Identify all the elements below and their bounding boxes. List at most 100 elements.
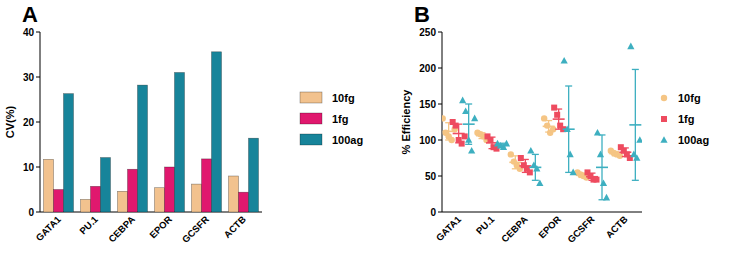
legend-swatch [300,113,322,124]
error-bar [619,148,631,157]
x-tick-label: GCSFR [565,214,596,245]
error-bar [529,154,541,180]
bar [248,138,258,212]
error-bar [543,121,555,133]
error-cap [522,172,529,173]
error-bar [453,124,465,143]
y-tick-label: 200 [419,63,436,74]
x-tick-label: PU.1 [77,213,100,236]
error-bar [586,173,598,180]
plot-area [442,43,642,201]
legend-label: 1fg [678,113,695,125]
point [459,97,466,104]
error-cap [612,151,619,152]
x-tick-label: ACTB [221,214,248,241]
mean-line [453,133,465,135]
point [468,147,475,154]
y-tick [36,122,40,123]
y-tick-label: 250 [419,27,436,38]
x-tick-label: GATA1 [33,213,63,243]
panel-title: A [22,2,38,27]
y-tick [438,32,442,33]
error-bar [629,69,641,180]
error-cap [612,155,619,156]
bar [100,158,110,212]
y-tick [438,68,442,69]
y-tick-label: 50 [425,171,437,182]
legend: 10fg1fg100ag [300,92,363,146]
error-cap [479,132,486,133]
error-cap [555,108,562,109]
legend-swatch [661,95,667,101]
error-cap [565,172,572,173]
legend-label: 10fg [332,92,355,104]
y-tick [438,104,442,105]
y-tick-label: 100 [419,135,436,146]
point [551,105,557,111]
error-cap [599,134,606,135]
error-bar [496,143,508,147]
legend-label: 100ag [678,134,709,146]
legend: 10fg1fg100ag [660,92,709,146]
bar [174,73,184,213]
x-tick-label: EPOR [536,214,563,241]
mean-line [553,118,565,120]
error-cap [589,180,596,181]
mean-line [529,167,541,169]
bar [81,199,91,212]
bar [211,52,221,212]
error-cap [489,136,496,137]
point [561,57,568,64]
point [442,115,446,121]
point [453,123,459,129]
error-cap [465,144,472,145]
legend-swatch [300,92,322,103]
error-cap [465,103,472,104]
mean-line [629,124,641,126]
x-tick-label: GCSFR [180,214,211,245]
error-cap [455,124,462,125]
x-tick-label: EPOR [147,214,174,241]
plot-area [44,52,259,212]
x-tick-label: GATA1 [434,213,464,243]
point [533,165,540,172]
panel-1: B% Efficiency050100150200250GATA1PU.1CEB… [400,2,709,245]
mean-line [519,165,531,167]
y-tick-label: 30 [23,72,35,83]
bar [192,184,202,212]
bar [202,159,212,212]
y-tick [36,167,40,168]
error-bar [463,104,475,144]
y-tick [438,140,442,141]
error-cap [512,155,519,156]
mean-line [619,151,631,153]
y-tick [36,77,40,78]
legend-label: 1fg [332,113,349,125]
y-tick-label: 0 [28,207,34,218]
mean-line [443,131,455,133]
point [508,151,514,157]
point [633,154,640,161]
point [471,115,478,122]
y-axis-label: % Efficiency [400,89,412,155]
y-tick-label: 10 [23,162,35,173]
error-cap [489,148,496,149]
error-cap [622,147,629,148]
error-bar [563,86,575,172]
error-cap [622,156,629,157]
error-cap [499,143,506,144]
y-axis [442,32,443,212]
legend-swatch [300,134,322,145]
point [627,43,634,50]
bar [137,85,147,212]
y-tick [36,212,40,213]
error-cap [632,69,639,70]
mean-line [496,144,508,146]
legend-swatch [660,136,667,143]
point [636,136,642,143]
bar [63,94,73,212]
y-tick [36,32,40,33]
error-cap [522,159,529,160]
point [527,147,534,154]
bar [128,169,138,212]
